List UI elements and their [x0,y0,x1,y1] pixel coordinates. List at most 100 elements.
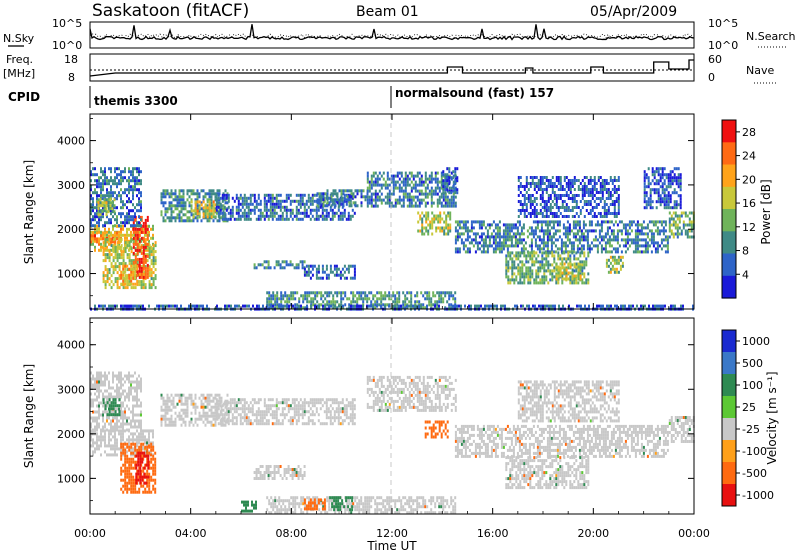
power-cell-23 [563,206,566,209]
power-cell-7 [184,201,187,205]
power-cell-22 [630,304,632,308]
power-cell-22 [298,304,300,308]
power-cell-22 [324,304,326,308]
power-cell-12 [427,229,430,233]
power-cell-24 [667,191,670,195]
power-cell-19 [269,266,272,270]
power-cell-9 [261,214,264,218]
power-cell-15 [561,275,564,279]
power-cell-23 [605,191,608,194]
power-cell-14 [636,247,639,251]
power-cell-14 [628,244,631,248]
power-cell-15 [545,278,548,282]
power-cell-18 [686,214,689,218]
power-cell-22 [552,304,554,308]
power-cell-5 [108,167,110,171]
power-cell-23 [609,203,612,206]
power-cell-9 [229,211,232,215]
power-cell-2 [116,244,119,248]
power-cell-10 [360,201,363,205]
power-cell-14 [492,241,495,245]
power-cell-5 [126,212,128,216]
power-cell-14 [586,235,589,239]
power-cell-5 [110,221,112,225]
power-cell-24 [655,191,658,195]
power-cell-23 [601,179,604,182]
power-cell-15 [517,263,520,267]
power-cell-1 [94,237,96,241]
power-cell-15 [581,266,584,270]
power-cell-2 [150,271,153,275]
power-cell-23 [603,200,606,203]
power-cell-5 [116,182,118,186]
power-cell-14 [564,235,567,239]
power-cell-7 [190,198,193,202]
power-cell-14 [484,238,487,242]
power-cell-23 [521,194,524,197]
power-cell-17 [613,270,616,274]
power-cell-14 [508,226,511,230]
power-cell-23 [603,209,606,212]
power-cell-9 [245,217,248,221]
power-cell-5 [96,197,98,201]
power-cell-15 [543,251,546,255]
power-cell-2 [154,244,157,248]
velocity-cell-0 [92,438,94,442]
power-cell-22 [136,304,138,308]
power-cell-14 [610,244,613,248]
power-cell-15 [521,266,524,270]
power-cell-11 [404,183,407,187]
power-cell-21 [368,297,371,301]
power-cell-14 [636,229,639,233]
power-cell-23 [525,179,528,182]
power-cell-5 [128,215,130,219]
power-cell-24 [649,206,652,210]
power-cell-23 [617,179,620,182]
power-cell-22 [490,304,492,308]
power-cell-5 [128,218,130,222]
power-cell-14 [618,229,621,233]
power-cell-14 [486,229,489,233]
power-cell-20 [315,273,318,277]
power-cell-24 [673,179,676,183]
power-cell-9 [269,214,272,218]
power-cell-7 [170,195,173,199]
power-cell-11 [386,171,389,175]
power-cell-7 [212,192,215,196]
velocity-cell-0 [90,435,92,439]
power-cell-7 [206,219,209,223]
power-cell-22 [632,304,634,308]
power-cell-14 [592,244,595,248]
power-cell-18 [674,226,677,230]
power-cell-2 [150,259,153,263]
power-cell-14 [576,229,579,233]
power-cell-14 [630,229,633,233]
power-cell-2 [154,277,157,281]
power-cell-21 [318,306,321,310]
power-cell-7 [162,216,165,220]
power-cell-3 [134,248,137,252]
power-cell-23 [533,200,536,203]
power-cell-4 [122,267,125,271]
power-cell-9 [269,193,272,197]
power-cell-9 [219,205,222,209]
power-cell-14 [552,226,555,230]
power-cell-5 [92,191,94,195]
power-cell-16 [555,277,558,281]
power-cell-11 [420,198,423,202]
power-cell-9 [301,202,304,206]
power-cell-11 [408,195,411,199]
power-cell-15 [569,257,572,261]
power-cell-8 [204,203,207,207]
power-cell-24 [673,206,676,210]
power-cell-21 [422,306,425,310]
power-cell-22 [242,304,244,308]
power-cell-14 [624,238,627,242]
power-cell-11 [428,174,431,178]
power-cell-23 [589,191,592,194]
power-cell-7 [198,192,201,196]
power-cell-14 [546,220,549,224]
power-cell-11 [368,189,371,193]
power-cell-5 [130,185,132,189]
power-cell-11 [450,198,453,202]
